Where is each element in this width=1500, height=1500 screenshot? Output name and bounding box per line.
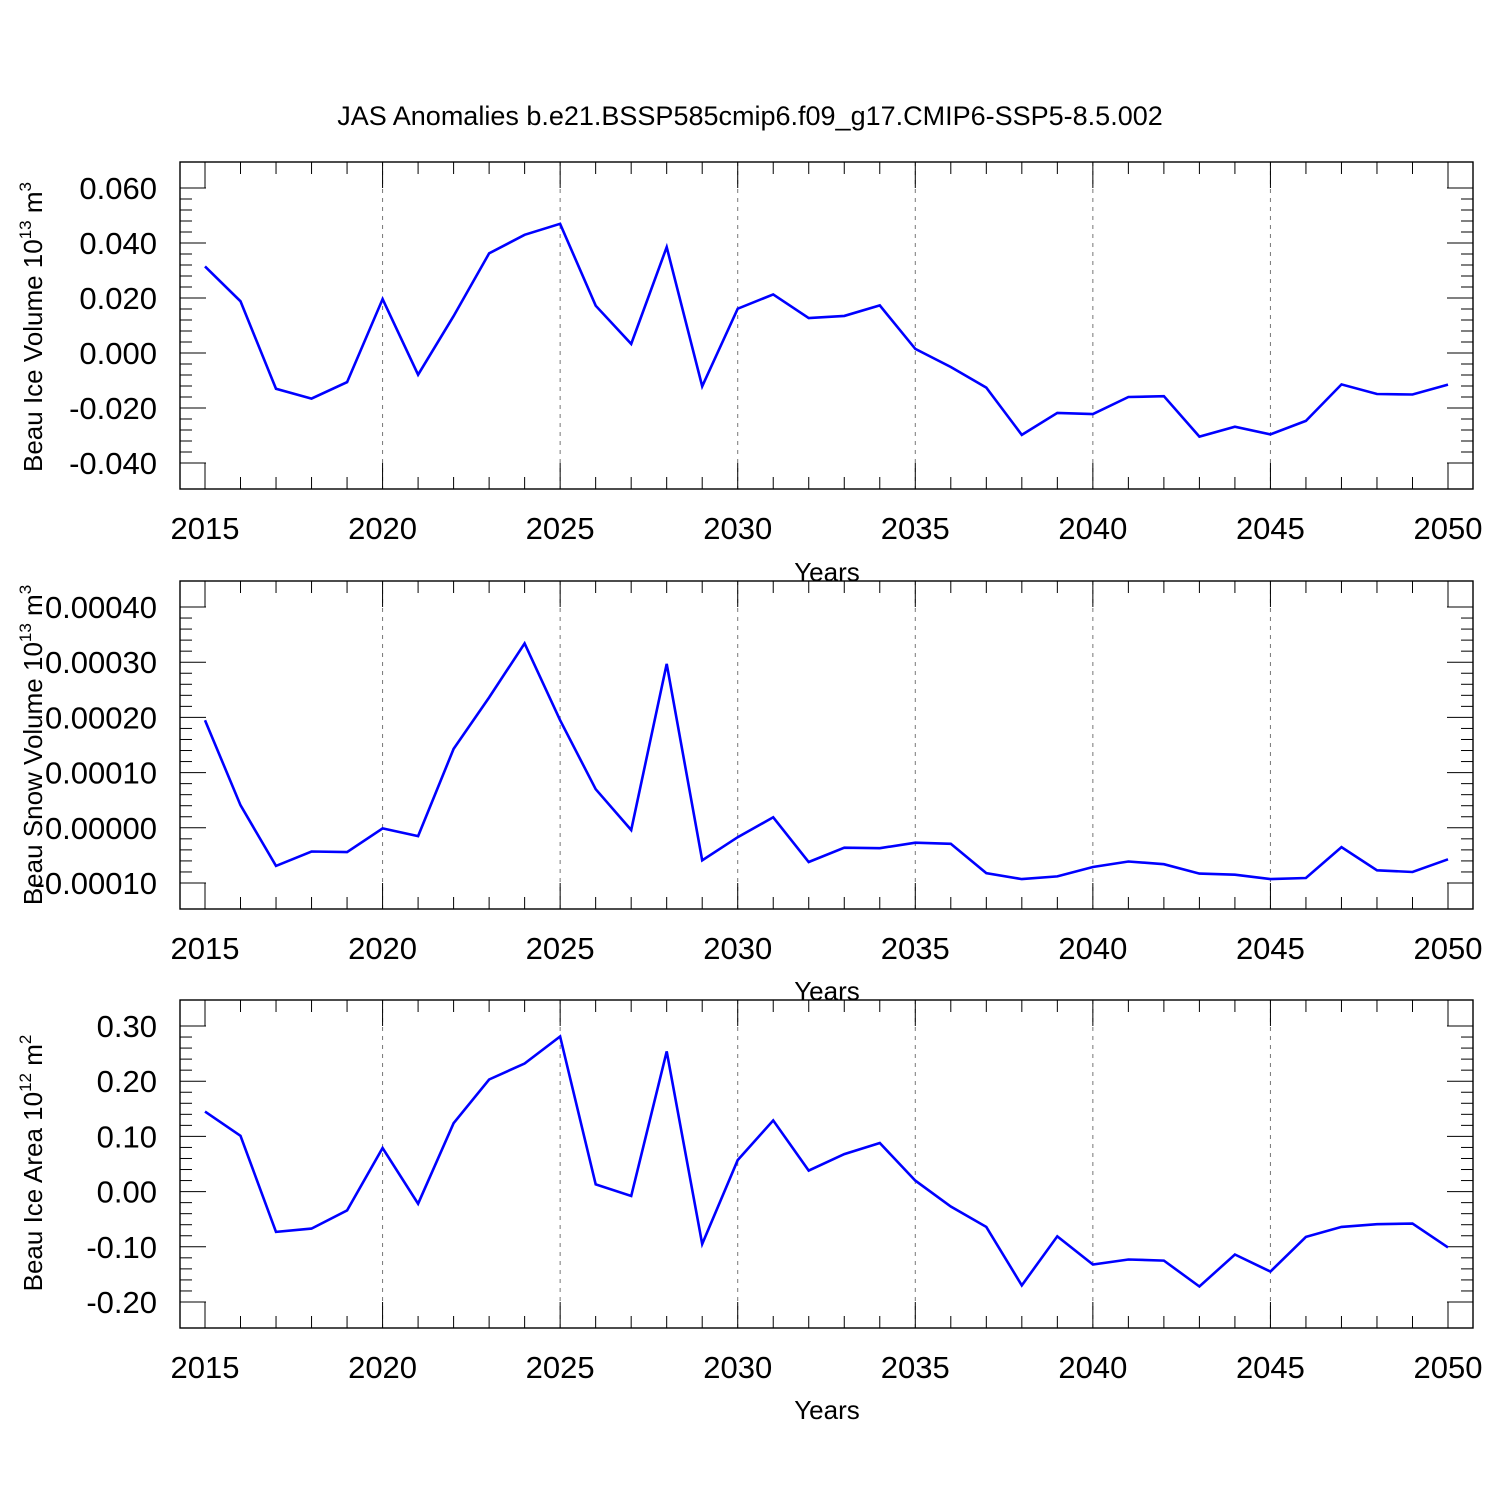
x-tick-label: 2030 (703, 511, 772, 546)
x-tick-label: 2050 (1414, 511, 1483, 546)
y-axis-label: Beau Snow Volume 1013 m3 (16, 585, 48, 905)
x-tick-label: 2040 (1058, 1350, 1127, 1385)
y-tick-label: 0.060 (79, 171, 157, 206)
plot-frame (179, 580, 1474, 910)
x-tick-label: 2015 (171, 931, 240, 966)
y-tick-label: 0.00000 (45, 811, 157, 846)
series-line (204, 1034, 1449, 1289)
x-axis-label: Years (794, 1395, 860, 1425)
y-tick-label: 0.020 (79, 281, 157, 316)
x-tick-label: 2025 (526, 511, 595, 546)
x-tick-label: 2045 (1236, 511, 1305, 546)
panel-1: -0.040 -0.020 0.000 0.020 0.040 0.060 2015 2020… (16, 161, 1483, 587)
x-tick-label: 2020 (348, 931, 417, 966)
y-tick-label: -0.10 (86, 1230, 157, 1265)
x-tick-label: 2020 (348, 511, 417, 546)
y-tick-label: -0.040 (69, 446, 157, 481)
y-tick-label: 0.000 (79, 336, 157, 371)
y-tick-label: 0.20 (97, 1064, 157, 1099)
x-tick-label: 2050 (1414, 931, 1483, 966)
plot-frame (179, 161, 1474, 490)
x-tick-label: 2025 (526, 931, 595, 966)
x-tick-label: 2035 (881, 1350, 950, 1385)
x-tick-label: 2015 (171, 1350, 240, 1385)
y-tick-label: 0.10 (97, 1119, 157, 1154)
x-axis-label: Years (794, 557, 860, 587)
x-tick-label: 2015 (171, 511, 240, 546)
x-tick-label: 2025 (526, 1350, 595, 1385)
chart-title: JAS Anomalies b.e21.BSSP585cmip6.f09_g17… (337, 101, 1163, 131)
x-tick-label: 2035 (881, 511, 950, 546)
x-tick-label: 2020 (348, 1350, 417, 1385)
x-tick-label: 2045 (1236, 931, 1305, 966)
plot-frame (179, 999, 1474, 1329)
x-tick-label: 2040 (1058, 511, 1127, 546)
y-tick-label: 0.00010 (45, 756, 157, 791)
x-tick-label: 2035 (881, 931, 950, 966)
x-axis-label: Years (794, 976, 860, 1006)
y-axis-label: Beau Ice Volume 1013 m3 (16, 182, 48, 472)
series-line (203, 640, 1449, 881)
x-tick-label: 2050 (1414, 1350, 1483, 1385)
y-tick-label: -0.20 (86, 1285, 157, 1320)
y-tick-label: 0.00030 (45, 645, 157, 680)
y-tick-label: 0.00040 (45, 590, 157, 625)
y-tick-label: -0.00010 (35, 866, 157, 901)
series-line (204, 222, 1449, 439)
y-tick-label: 0.30 (97, 1009, 157, 1044)
y-axis-label: Beau Ice Area 1012 m2 (16, 1035, 48, 1292)
panel-2: -0.00010 0.00000 0.00010 0.00020 0.00030 0.00… (16, 580, 1483, 1006)
x-tick-label: 2045 (1236, 1350, 1305, 1385)
y-tick-label: 0.00 (97, 1175, 157, 1210)
y-tick-label: -0.020 (69, 391, 157, 426)
x-tick-label: 2030 (703, 1350, 772, 1385)
y-tick-label: 0.00020 (45, 700, 157, 735)
panel-3: -0.20 -0.10 0.00 0.10 0.20 0.30 2015 2020 2025 20… (16, 999, 1483, 1425)
x-tick-label: 2030 (703, 931, 772, 966)
y-tick-label: 0.040 (79, 226, 157, 261)
x-tick-label: 2040 (1058, 931, 1127, 966)
